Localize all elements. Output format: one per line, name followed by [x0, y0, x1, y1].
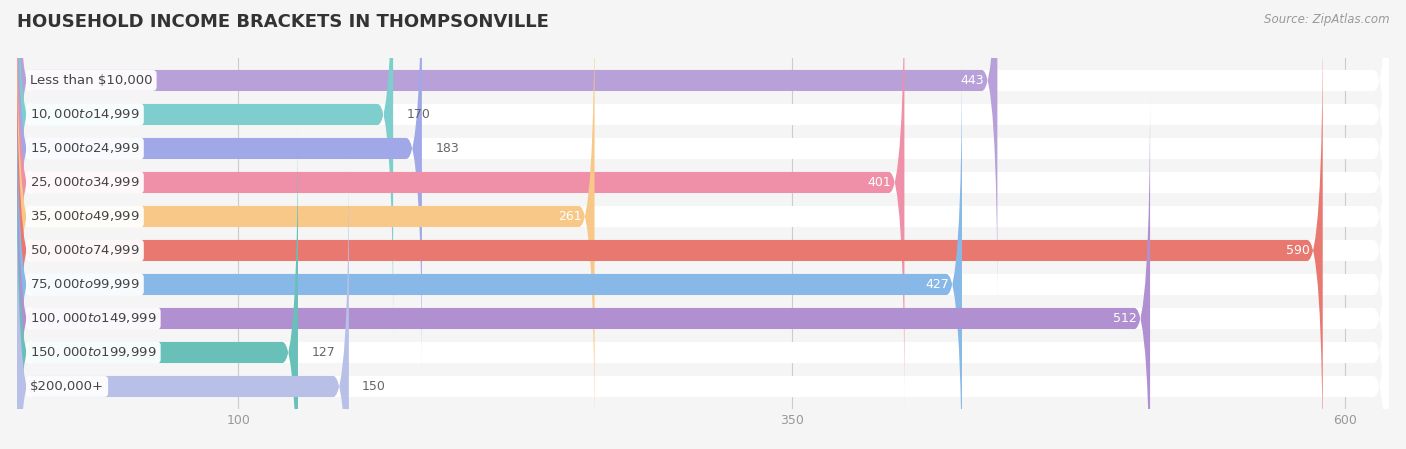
FancyBboxPatch shape [17, 0, 1389, 376]
Text: 261: 261 [558, 210, 581, 223]
Text: 170: 170 [406, 108, 430, 121]
FancyBboxPatch shape [17, 125, 298, 449]
Text: 512: 512 [1114, 312, 1137, 325]
FancyBboxPatch shape [17, 0, 422, 376]
FancyBboxPatch shape [17, 23, 1389, 449]
Text: $35,000 to $49,999: $35,000 to $49,999 [30, 210, 139, 224]
FancyBboxPatch shape [17, 125, 1389, 449]
Text: 427: 427 [925, 278, 949, 291]
Text: 183: 183 [436, 142, 458, 155]
FancyBboxPatch shape [17, 159, 1389, 449]
FancyBboxPatch shape [17, 91, 1150, 449]
Text: $25,000 to $34,999: $25,000 to $34,999 [30, 176, 139, 189]
FancyBboxPatch shape [17, 0, 904, 410]
FancyBboxPatch shape [17, 0, 1389, 342]
Text: $50,000 to $74,999: $50,000 to $74,999 [30, 243, 139, 257]
Text: 150: 150 [363, 380, 387, 393]
Text: $150,000 to $199,999: $150,000 to $199,999 [30, 345, 156, 360]
FancyBboxPatch shape [17, 159, 349, 449]
FancyBboxPatch shape [17, 57, 1389, 449]
FancyBboxPatch shape [17, 0, 1389, 410]
Text: $10,000 to $14,999: $10,000 to $14,999 [30, 107, 139, 122]
Text: 590: 590 [1285, 244, 1309, 257]
FancyBboxPatch shape [17, 0, 997, 308]
FancyBboxPatch shape [17, 23, 1323, 449]
Text: $200,000+: $200,000+ [30, 380, 104, 393]
FancyBboxPatch shape [17, 91, 1389, 449]
Text: 401: 401 [868, 176, 891, 189]
Text: $15,000 to $24,999: $15,000 to $24,999 [30, 141, 139, 155]
Text: Source: ZipAtlas.com: Source: ZipAtlas.com [1264, 13, 1389, 26]
Text: 127: 127 [311, 346, 335, 359]
Text: HOUSEHOLD INCOME BRACKETS IN THOMPSONVILLE: HOUSEHOLD INCOME BRACKETS IN THOMPSONVIL… [17, 13, 548, 31]
FancyBboxPatch shape [17, 0, 1389, 444]
FancyBboxPatch shape [17, 57, 962, 449]
Text: Less than $10,000: Less than $10,000 [30, 74, 153, 87]
Text: $100,000 to $149,999: $100,000 to $149,999 [30, 312, 156, 326]
FancyBboxPatch shape [17, 0, 1389, 308]
FancyBboxPatch shape [17, 0, 394, 342]
Text: $75,000 to $99,999: $75,000 to $99,999 [30, 277, 139, 291]
Text: 443: 443 [960, 74, 984, 87]
FancyBboxPatch shape [17, 0, 595, 444]
